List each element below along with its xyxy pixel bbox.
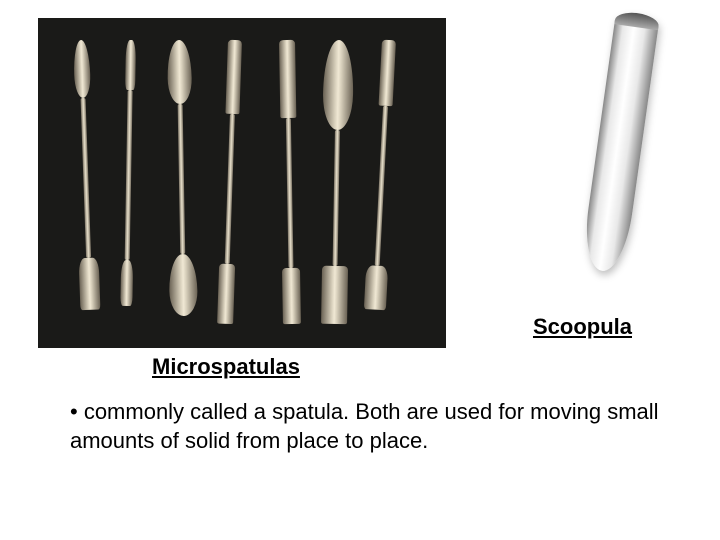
microspatula-tool (224, 40, 236, 324)
bullet-text: • commonly called a spatula. Both are us… (70, 399, 659, 453)
microspatula-tool (80, 40, 91, 310)
microspatula-tool (286, 40, 293, 324)
scoopula-photo (560, 12, 680, 292)
scoopula-label: Scoopula (533, 314, 632, 340)
microspatulas-photo (38, 18, 446, 348)
microspatula-tool (178, 40, 185, 316)
microspatula-tool (333, 40, 340, 324)
microspatulas-label: Microspatulas (152, 354, 300, 380)
microspatula-tool (125, 40, 132, 306)
description-text: • commonly called a spatula. Both are us… (70, 398, 670, 455)
microspatula-tool (374, 40, 390, 310)
scoopula-body-shape (580, 10, 660, 274)
